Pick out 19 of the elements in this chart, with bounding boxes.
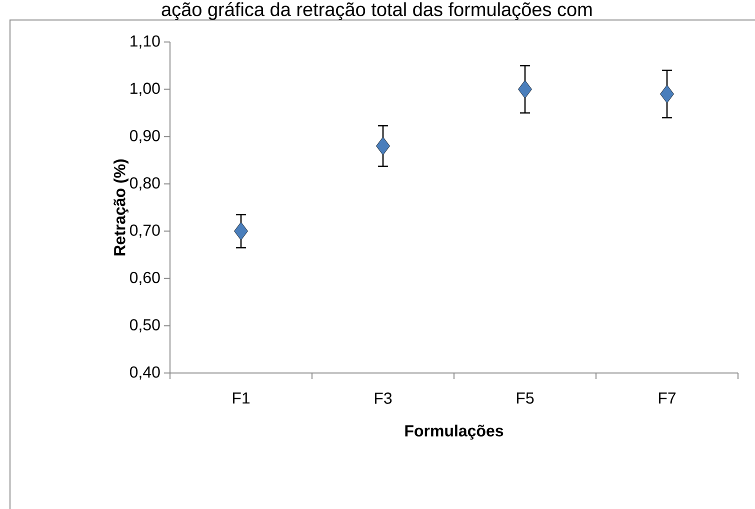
x-axis-title: Formulações [405,424,504,440]
y-tick-label: 0,90 [130,130,160,144]
y-tick-label: 0,40 [130,366,160,380]
y-tick-label: 0,50 [130,319,160,332]
point [660,84,674,104]
x-tick-label: F7 [658,392,676,404]
text: ação gráfica da retração total das formulações com [162,2,592,20]
point [518,80,532,98]
y-tick-label: 1,00 [130,82,160,96]
y-tick-label: 0,70 [130,224,160,238]
y-tick-label: 0,80 [130,177,160,190]
y-axis-title: Retração (%) [114,159,128,256]
x-tick-label: F3 [374,392,392,404]
x-tick-label: F1 [232,392,250,404]
y-tick-label: 1,10 [130,35,160,49]
x-tick-label: F5 [516,392,534,404]
y-tick-label: 0,60 [130,272,160,286]
point [376,136,390,156]
point [234,222,248,240]
